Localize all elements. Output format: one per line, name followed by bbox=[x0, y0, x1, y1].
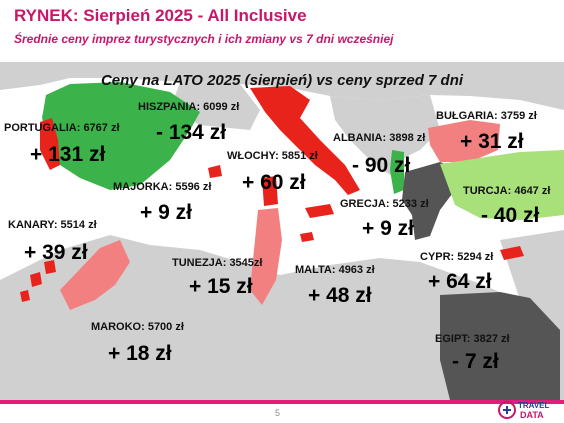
region-morocco bbox=[60, 240, 130, 310]
travel-data-logo: TRAVEL DATA bbox=[498, 401, 550, 420]
label-greece: GRECJA: 5233 zł bbox=[340, 198, 429, 210]
label-spain: HISZPANIA: 6099 zł bbox=[138, 101, 240, 113]
region-canary-2 bbox=[44, 260, 56, 274]
change-canary: + 39 zł bbox=[24, 241, 88, 264]
label-turkey: TURCJA: 4647 zł bbox=[463, 185, 551, 197]
label-italy: WŁOCHY: 5851 zł bbox=[227, 150, 318, 162]
region-portugal bbox=[40, 118, 60, 170]
label-majorca: MAJORKA: 5596 zł bbox=[113, 181, 212, 193]
region-majorca bbox=[208, 165, 222, 178]
change-cyprus: + 64 zł bbox=[428, 270, 492, 293]
header: RYNEK: Sierpień 2025 - All Inclusive Śre… bbox=[0, 0, 564, 60]
region-malta bbox=[300, 232, 314, 242]
label-egypt: EGIPT: 3827 zł bbox=[435, 333, 510, 345]
region-iberia bbox=[42, 82, 200, 190]
footer-divider bbox=[0, 400, 564, 404]
region-canary-1 bbox=[30, 272, 42, 287]
label-morocco: MAROKO: 5700 zł bbox=[91, 321, 184, 333]
land-balkans bbox=[330, 95, 440, 175]
region-canary-3 bbox=[20, 290, 30, 302]
label-cyprus: CYPR: 5294 zł bbox=[420, 251, 494, 263]
change-albania: - 90 zł bbox=[352, 154, 411, 177]
change-morocco: + 18 zł bbox=[108, 342, 172, 365]
map-title: Ceny na LATO 2025 (sierpień) vs ceny spr… bbox=[100, 72, 464, 89]
label-bulgaria: BUŁGARIA: 3759 zł bbox=[436, 110, 537, 122]
logo-travel: TRAVEL bbox=[518, 401, 550, 410]
change-majorca: + 9 zł bbox=[140, 201, 192, 224]
region-sardinia bbox=[262, 176, 278, 206]
land-europe-north bbox=[0, 62, 564, 110]
label-malta: MALTA: 4963 zł bbox=[295, 264, 375, 276]
region-cyprus bbox=[500, 246, 524, 260]
region-bulgaria bbox=[428, 120, 500, 162]
label-tunisia: TUNEZJA: 3545zł bbox=[172, 257, 263, 269]
change-portugal: + 131 zł bbox=[30, 143, 106, 166]
region-sicily bbox=[305, 204, 334, 218]
region-egypt bbox=[440, 292, 560, 400]
region-turkey bbox=[440, 150, 564, 220]
region-albania bbox=[390, 150, 404, 194]
change-bulgaria: + 31 zł bbox=[460, 130, 524, 153]
page-title: RYNEK: Sierpień 2025 - All Inclusive bbox=[14, 6, 307, 25]
region-tunisia bbox=[250, 208, 282, 305]
change-tunisia: + 15 zł bbox=[189, 275, 253, 298]
land-africa bbox=[0, 235, 564, 400]
region-greece bbox=[402, 162, 460, 240]
label-portugal: PORTUGALIA: 6767 zł bbox=[4, 122, 120, 134]
logo-data: DATA bbox=[520, 410, 544, 420]
label-canary: KANARY: 5514 zł bbox=[8, 219, 97, 231]
page-number: 5 bbox=[275, 408, 281, 418]
change-greece: + 9 zł bbox=[362, 217, 414, 240]
label-albania: ALBANIA: 3898 zł bbox=[333, 132, 426, 144]
change-italy: + 60 zł bbox=[242, 171, 306, 194]
region-italy bbox=[250, 86, 360, 195]
change-egypt: - 7 zł bbox=[452, 350, 499, 373]
page-subtitle: Średnie ceny imprez turystycznych i ich … bbox=[14, 32, 394, 46]
change-turkey: - 40 zł bbox=[481, 204, 540, 227]
mediterranean-map bbox=[0, 62, 564, 400]
change-spain: - 134 zł bbox=[156, 121, 227, 144]
change-malta: + 48 zł bbox=[308, 284, 372, 307]
